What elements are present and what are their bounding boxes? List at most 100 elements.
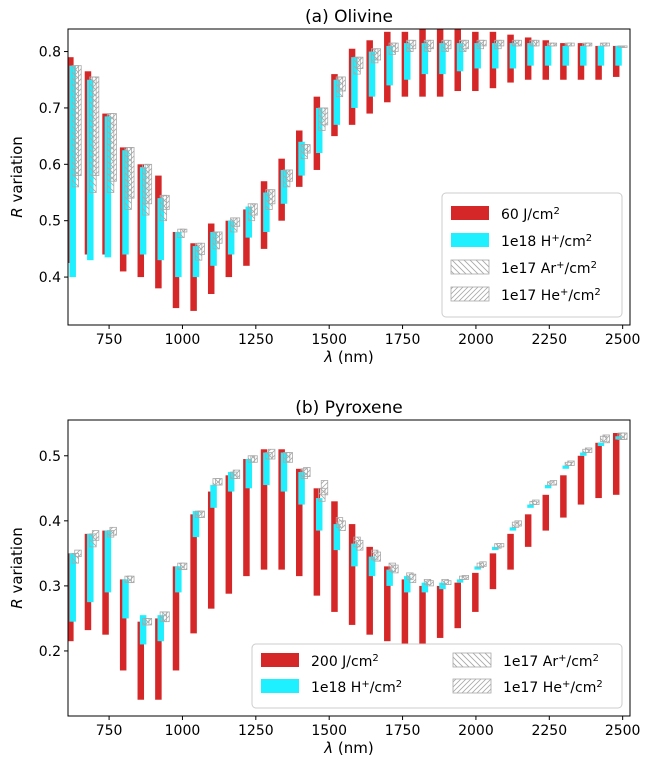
bar-solid-red-8 [207,491,215,609]
bar-hatch-fwd-16 [356,539,364,551]
bar-hatch-fwd-9 [232,217,241,227]
bar-solid-cyan-28 [562,45,569,66]
bar-solid-red-31 [612,433,620,495]
bar-hatch-fwd-7 [197,510,205,518]
bar-solid-red-6 [172,566,180,671]
bar-solid-cyan-11 [263,192,270,232]
chart-title: (b) Pyroxene [295,398,403,418]
bar-solid-cyan-29 [580,45,587,66]
bar-hatch-fwd-1 [91,530,100,541]
bar-hatch-fwd-1 [91,76,100,176]
pyroxene-panel: (b) Pyroxene 750 1000 1250 1500 1750 2000 2250 2… [8,398,640,757]
bar-hatch-fwd-14 [320,107,329,126]
bar-solid-red-16 [348,524,356,625]
x-axis-label: λ (nm) [323,739,374,757]
bar-solid-cyan-5 [157,615,164,642]
bar-hatch-fwd-3 [127,146,135,199]
y-tick-label: 0.4 [39,270,61,286]
legend-label: 60 J/cm2 [501,206,560,224]
bar-solid-cyan-26 [527,43,534,66]
y-tick-label: 0.6 [39,157,61,173]
bar-solid-cyan-27 [544,485,552,489]
bar-solid-red-19 [401,579,409,645]
y-tick-label: 0.3 [39,579,61,595]
bar-solid-cyan-19 [404,576,411,593]
x-tick-label: 1000 [165,723,201,739]
bar-hatch-fwd-16 [356,56,364,69]
legend-swatch-hatch-back [452,652,492,668]
bar-solid-cyan-5 [157,198,164,261]
bar-hatch-fwd-21 [444,39,452,50]
bar-solid-cyan-25 [509,527,517,531]
bar-hatch-fwd-11 [268,189,276,205]
bar-hatch-fwd-5 [162,194,170,210]
legend-label: 1e17 Ar+/cm2 [501,260,597,278]
bar-solid-cyan-8 [210,485,217,508]
bar-solid-red-3 [119,579,127,671]
legend-swatch-hatch-fwd [450,286,490,302]
bar-solid-red-17 [366,546,373,635]
x-tick-label: 750 [96,332,123,348]
bar-solid-cyan-25 [509,43,517,69]
bar-solid-cyan-30 [597,45,605,66]
bar-solid-red-15 [331,501,338,612]
bar-hatch-fwd-31 [620,432,628,440]
bar-hatch-fwd-19 [408,573,417,584]
bar-solid-red-18 [384,566,391,642]
x-tick-label: 2250 [531,332,567,348]
bar-solid-cyan-22 [456,579,464,583]
bar-solid-cyan-18 [386,45,393,86]
legend-box [441,192,623,318]
bar-hatch-fwd-13 [303,467,311,477]
legend-box [251,643,623,709]
y-tick-label: 0.7 [39,101,61,117]
bar-solid-cyan-26 [527,504,534,508]
x-tick-label: 1500 [311,723,347,739]
bar-hatch-fwd-12 [285,452,293,463]
bar-hatch-fwd-8 [215,478,223,486]
bar-hatch-fwd-0 [74,549,82,558]
bar-solid-cyan-18 [386,569,393,586]
bar-solid-cyan-10 [245,206,253,238]
bar-solid-red-4 [137,621,145,700]
legend-swatch-hatch-fwd [452,678,492,694]
legend-swatch-hatch-back [450,259,490,275]
bar-hatch-fwd-29 [584,447,593,453]
bar-hatch-fwd-26 [532,39,540,47]
bar-solid-red-28 [560,475,567,518]
bar-hatch-fwd-18 [391,564,399,574]
x-tick-label: 2250 [531,723,567,739]
bar-solid-red-7 [190,514,197,634]
x-tick-label: 1750 [385,332,421,348]
bar-hatch-fwd-21 [444,580,452,585]
bar-solid-cyan-4 [139,615,147,645]
bar-hatch-fwd-18 [391,42,399,52]
bar-solid-cyan-22 [456,43,464,72]
bar-hatch-fwd-20 [426,580,434,587]
bar-solid-cyan-24 [492,43,499,69]
bar-hatch-fwd-24 [496,543,505,548]
axes-frame [67,28,631,326]
x-axis-label: λ (nm) [323,348,374,366]
bar-solid-cyan-9 [227,472,235,492]
bar-solid-red-27 [542,494,550,531]
bar-solid-cyan-30 [597,442,605,447]
y-axis-label: R variation [8,136,26,218]
bar-solid-cyan-28 [562,465,569,469]
bar-solid-cyan-9 [227,220,235,255]
bar-solid-cyan-17 [368,51,376,97]
y-tick-label: 0.4 [39,514,61,530]
legend-label: 1e18 H+/cm2 [311,679,402,697]
bar-hatch-fwd-2 [109,113,117,182]
bar-hatch-fwd-12 [285,169,293,182]
bar-hatch-fwd-8 [215,231,223,244]
bar-solid-cyan-1 [87,533,94,603]
bar-hatch-fwd-30 [602,434,610,444]
bar-hatch-fwd-0 [74,65,82,176]
legend-label: 1e17 Ar+/cm2 [503,653,599,671]
bar-solid-cyan-7 [192,246,200,278]
bar-solid-cyan-14 [315,498,323,531]
bar-hatch-fwd-6 [179,562,188,571]
bar-solid-red-26 [524,514,532,547]
